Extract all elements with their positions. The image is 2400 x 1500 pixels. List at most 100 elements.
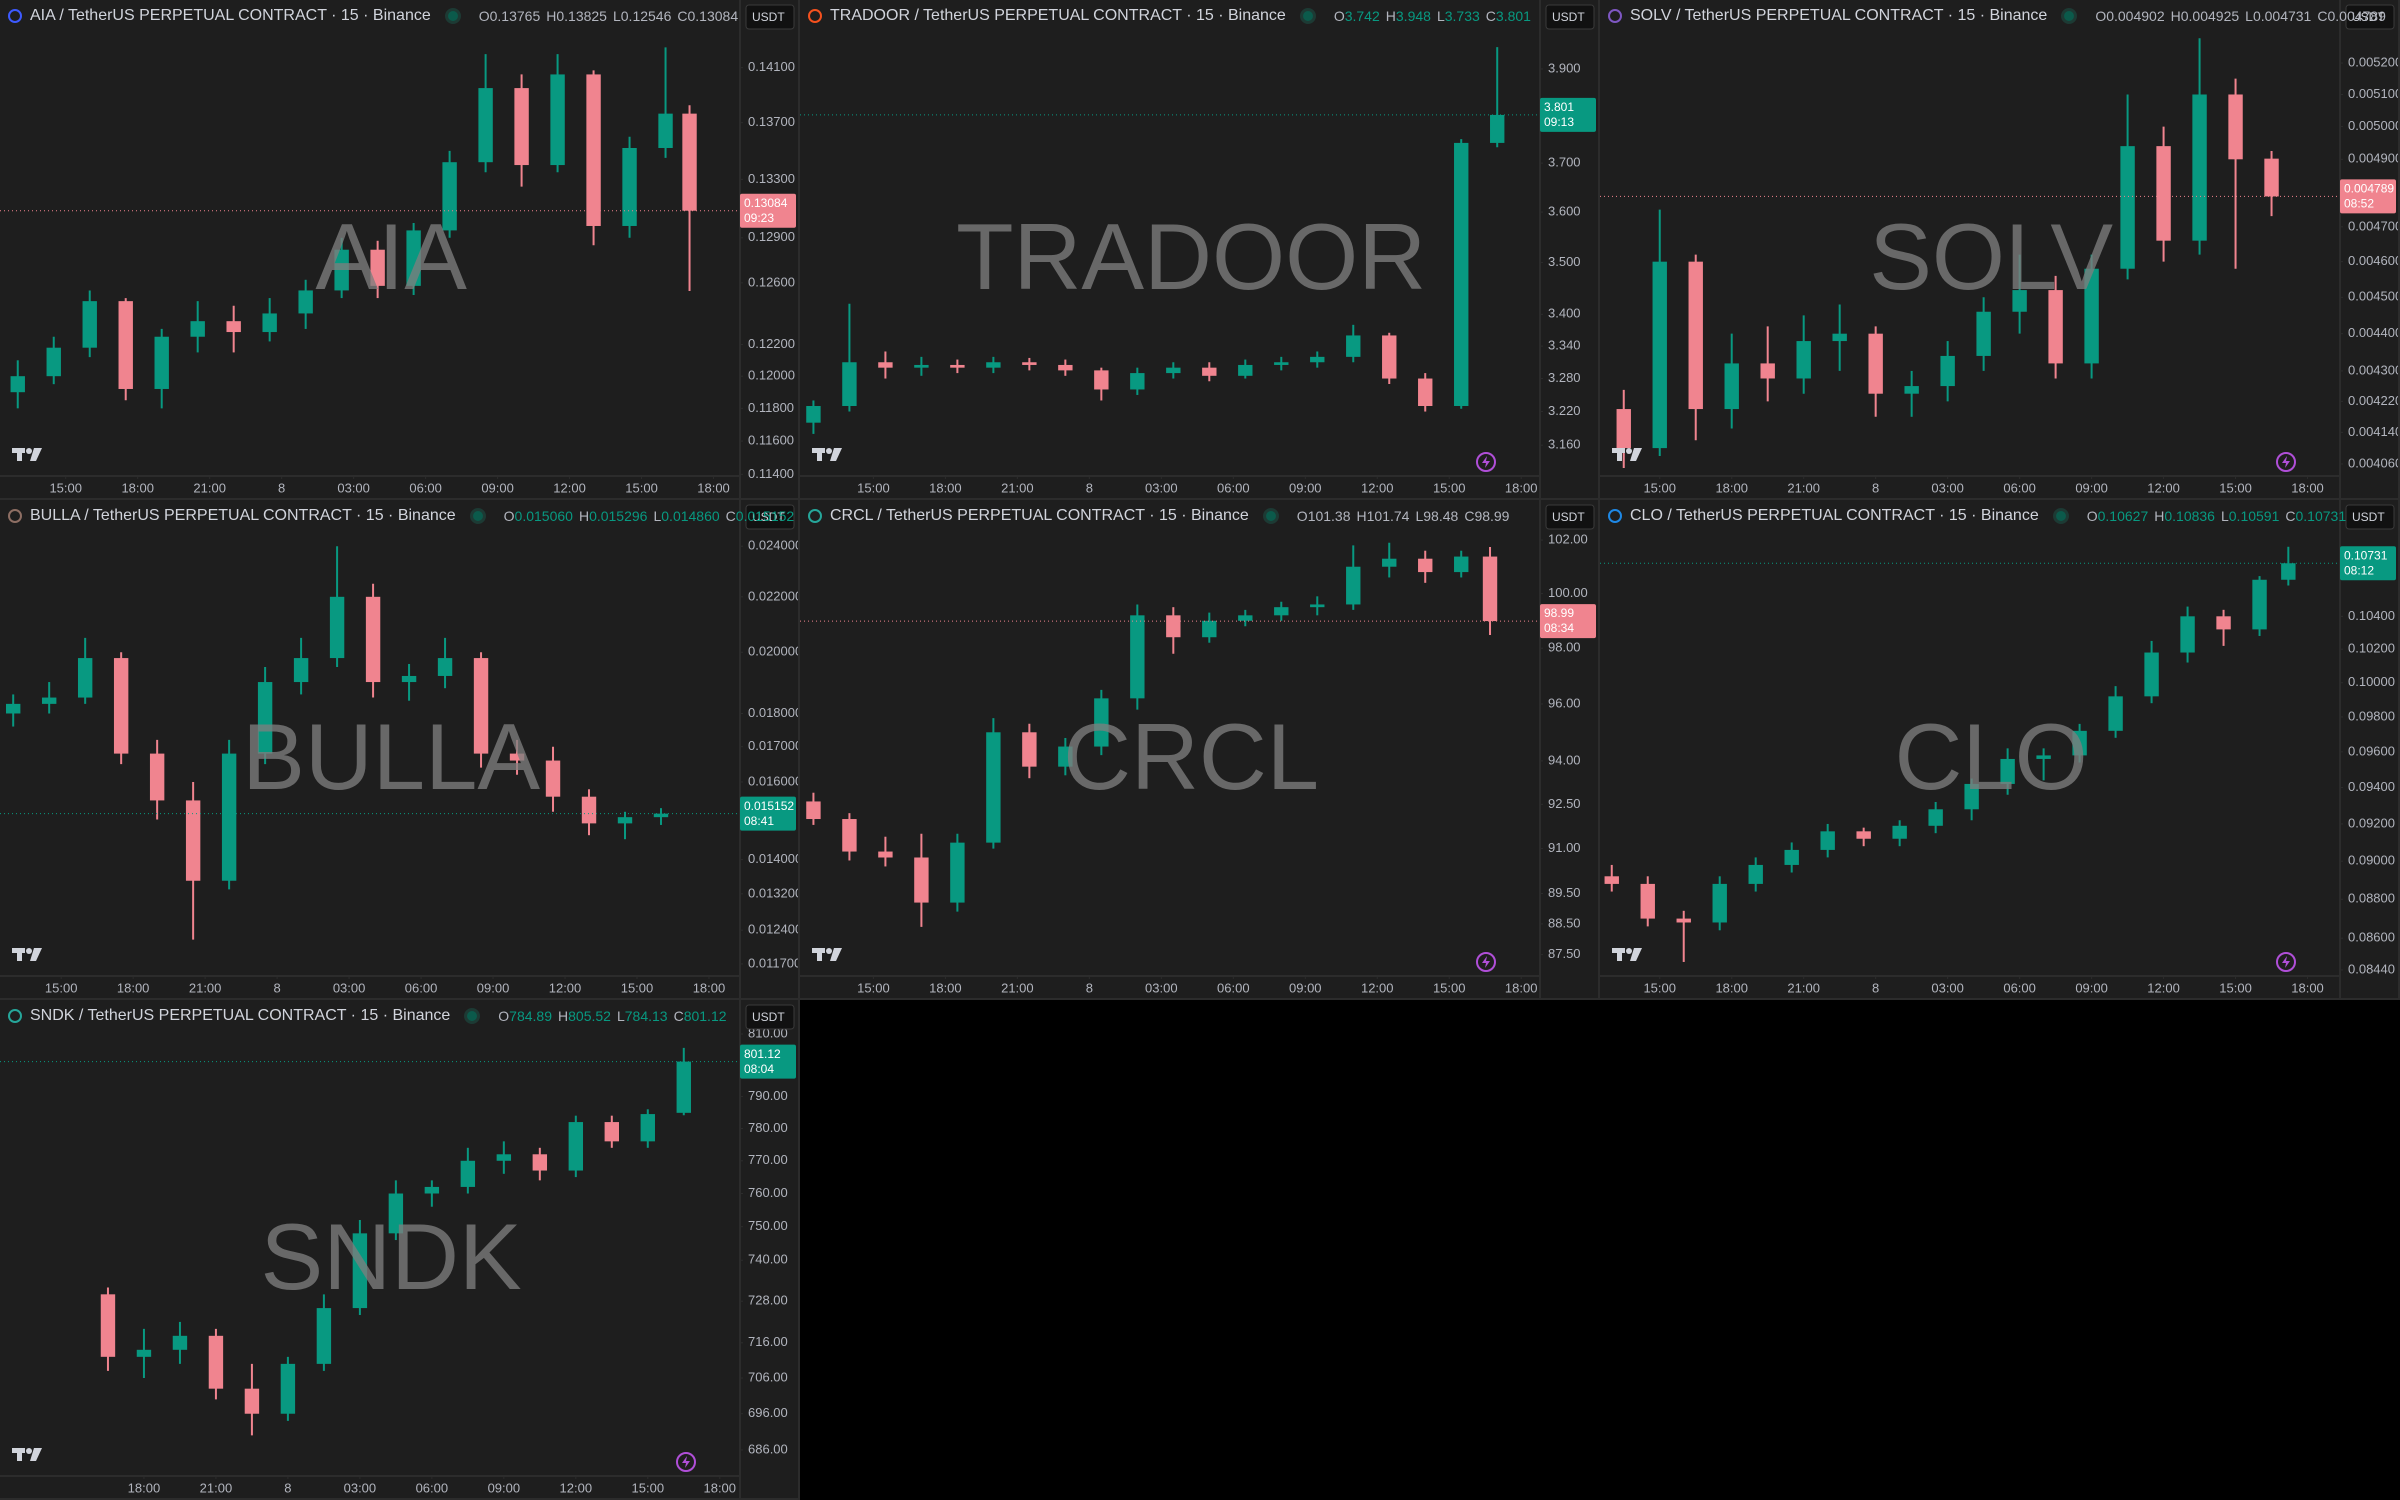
x-tick-label: 18:00 bbox=[693, 980, 726, 995]
candle-body bbox=[185, 800, 201, 881]
y-tick-label: 0.10200 bbox=[2348, 641, 2395, 656]
currency-button[interactable]: USDT bbox=[1552, 10, 1585, 24]
logo-part bbox=[1630, 948, 1642, 961]
y-tick-label: 770.00 bbox=[748, 1152, 788, 1167]
chart: SOLV 0.005200 0.005100 0.005000 0.004900 0.00… bbox=[1600, 0, 2400, 498]
tradingview-logo bbox=[1612, 948, 1642, 961]
x-tick-label: 8 bbox=[1086, 980, 1093, 995]
symbol-title[interactable]: SNDK / TetherUS PERPETUAL CONTRACT · 15 … bbox=[30, 1007, 451, 1024]
ohlc-value: 0.004902 bbox=[2106, 8, 2165, 24]
alert-icon-bolt bbox=[682, 1456, 690, 1468]
y-tick-label: 3.900 bbox=[1548, 60, 1581, 75]
symbol-title[interactable]: AIA / TetherUS PERPETUAL CONTRACT · 15 ·… bbox=[30, 7, 431, 24]
candle-body bbox=[1202, 620, 1217, 638]
candle-body bbox=[208, 1335, 224, 1389]
candle-body bbox=[1274, 607, 1289, 616]
y-tick-label: 0.016000 bbox=[748, 773, 800, 788]
ohlc-key: L bbox=[2220, 508, 2229, 524]
currency-button-box[interactable] bbox=[1545, 504, 1595, 530]
ohlc-value: 805.52 bbox=[568, 1008, 611, 1024]
currency-button[interactable]: USDT bbox=[2352, 10, 2385, 24]
symbol-icon bbox=[808, 509, 822, 523]
x-tick-label: 09:00 bbox=[1289, 480, 1322, 495]
logo-part bbox=[830, 948, 842, 961]
candle-body bbox=[370, 249, 385, 286]
ohlc-key: H bbox=[1356, 508, 1367, 524]
tradingview-logo bbox=[1612, 448, 1642, 461]
y-tick-label: 0.004700 bbox=[2348, 218, 2400, 233]
candle-body bbox=[950, 842, 965, 903]
alert-icon[interactable] bbox=[2276, 952, 2296, 972]
x-tick-label: 15:00 bbox=[621, 980, 654, 995]
candle-body bbox=[586, 74, 601, 226]
ohlc-key: O bbox=[2086, 508, 2098, 524]
currency-button[interactable]: USDT bbox=[752, 10, 785, 24]
candle-body bbox=[2072, 730, 2087, 756]
y-tick-label: 0.014000 bbox=[748, 851, 800, 866]
symbol-title[interactable]: BULLA / TetherUS PERPETUAL CONTRACT · 15… bbox=[30, 507, 456, 524]
logo-part bbox=[1626, 948, 1632, 954]
x-tick-label: 06:00 bbox=[416, 1480, 449, 1495]
ohlc-value: 0.004925 bbox=[2180, 8, 2240, 24]
alert-icon[interactable] bbox=[1476, 952, 1496, 972]
x-tick-label: 03:00 bbox=[337, 480, 370, 495]
currency-button[interactable]: USDT bbox=[752, 1010, 785, 1024]
alert-icon[interactable] bbox=[676, 1452, 696, 1472]
candle-body bbox=[244, 1388, 260, 1414]
y-tick-label: 96.00 bbox=[1548, 695, 1581, 710]
ohlc-key: H bbox=[2154, 508, 2165, 524]
candle-body bbox=[190, 321, 205, 337]
price-tag-countdown: 09:13 bbox=[1544, 115, 1574, 129]
symbol-title[interactable]: CLO / TetherUS PERPETUAL CONTRACT · 15 ·… bbox=[1630, 507, 2039, 524]
panel-header: SNDK / TetherUS PERPETUAL CONTRACT · 15 … bbox=[0, 1000, 727, 1032]
y-tick-label: 0.005200 bbox=[2348, 54, 2400, 69]
candle-body bbox=[1796, 341, 1811, 379]
tradingview-logo bbox=[812, 448, 842, 461]
logo-part bbox=[30, 1448, 42, 1461]
currency-button-box[interactable] bbox=[1545, 4, 1595, 30]
currency-button-box[interactable] bbox=[745, 504, 795, 530]
ohlc-value: 3.733 bbox=[1444, 8, 1480, 24]
candle-body bbox=[1856, 831, 1871, 839]
candle-body bbox=[1868, 333, 1883, 394]
symbol-title[interactable]: SOLV / TetherUS PERPETUAL CONTRACT · 15 … bbox=[1630, 7, 2048, 24]
candle-body bbox=[1202, 367, 1217, 376]
alert-icon-bolt bbox=[2282, 956, 2290, 968]
candle-body bbox=[1418, 558, 1433, 573]
alert-icon[interactable] bbox=[2276, 452, 2296, 472]
status-dot bbox=[1299, 8, 1316, 24]
symbol-watermark: CLO bbox=[1894, 704, 2087, 809]
alert-icon[interactable] bbox=[1476, 452, 1496, 472]
price-tag-countdown: 08:41 bbox=[744, 814, 774, 828]
candle-body bbox=[10, 376, 25, 393]
price-tag-countdown: 08:34 bbox=[1544, 621, 1574, 635]
candle-body bbox=[118, 301, 133, 389]
symbol-title[interactable]: CRCL / TetherUS PERPETUAL CONTRACT · 15 … bbox=[830, 507, 1249, 524]
ohlc-key: O bbox=[503, 508, 515, 524]
currency-button[interactable]: USDT bbox=[2352, 510, 2385, 524]
ohlc-value: 98.99 bbox=[1474, 508, 1510, 524]
y-tick-label: 780.00 bbox=[748, 1120, 788, 1135]
candle-body bbox=[2264, 158, 2279, 197]
chart-panel: TRADOOR / TetherUS PERPETUAL CONTRACT · … bbox=[800, 0, 1600, 500]
currency-button-box[interactable] bbox=[745, 4, 795, 30]
y-tick-label: 0.013200 bbox=[748, 885, 800, 900]
currency-button-box[interactable] bbox=[2345, 504, 2395, 530]
candle-body bbox=[2000, 758, 2015, 784]
y-tick-label: 0.004060 bbox=[2348, 455, 2400, 470]
symbol-title[interactable]: TRADOOR / TetherUS PERPETUAL CONTRACT · … bbox=[830, 7, 1286, 24]
x-tick-label: 18:00 bbox=[697, 480, 730, 495]
currency-button[interactable]: USDT bbox=[1552, 510, 1585, 524]
ohlc-key: L bbox=[616, 1008, 625, 1024]
logo-part bbox=[817, 948, 822, 961]
currency-button-box[interactable] bbox=[745, 1004, 795, 1030]
chart: BULLA 0.024000 0.022000 0.020000 0.018000 0.0… bbox=[0, 500, 800, 998]
currency-button-box[interactable] bbox=[2345, 4, 2395, 30]
candle-body bbox=[682, 113, 697, 211]
candle-body bbox=[1688, 261, 1703, 410]
candle-body bbox=[1940, 355, 1955, 387]
candle-body bbox=[2036, 755, 2051, 759]
currency-button[interactable]: USDT bbox=[752, 510, 785, 524]
candle-body bbox=[568, 1122, 584, 1171]
candle-body bbox=[806, 801, 821, 820]
